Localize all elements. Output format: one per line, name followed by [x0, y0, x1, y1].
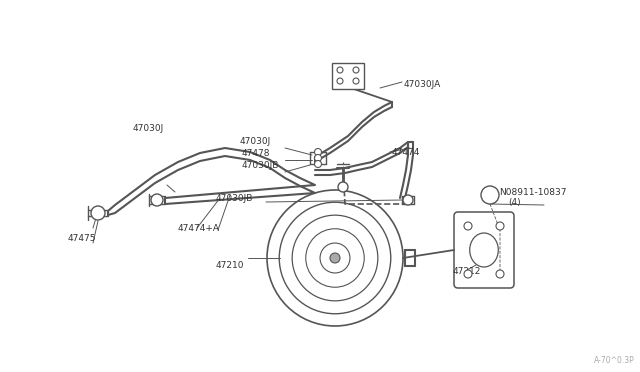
Circle shape: [292, 215, 378, 301]
Circle shape: [496, 222, 504, 230]
Circle shape: [464, 222, 472, 230]
Circle shape: [464, 270, 472, 278]
Circle shape: [314, 148, 321, 155]
Circle shape: [337, 78, 343, 84]
Text: 47030JB: 47030JB: [242, 160, 280, 170]
Text: A-70^0.3P: A-70^0.3P: [595, 356, 635, 365]
Circle shape: [337, 67, 343, 73]
FancyBboxPatch shape: [332, 63, 364, 89]
Text: 47212: 47212: [453, 267, 481, 276]
Text: 47030J: 47030J: [240, 137, 271, 145]
Text: 47030JA: 47030JA: [404, 80, 441, 89]
Ellipse shape: [470, 233, 499, 267]
Circle shape: [353, 67, 359, 73]
Text: 47474: 47474: [392, 148, 420, 157]
Text: (4): (4): [508, 198, 520, 206]
Text: 47030JB: 47030JB: [216, 193, 253, 202]
Circle shape: [91, 206, 105, 220]
Circle shape: [151, 194, 163, 206]
Circle shape: [496, 270, 504, 278]
Text: 47210: 47210: [216, 260, 244, 269]
Text: 47474+A: 47474+A: [178, 224, 220, 232]
Circle shape: [306, 229, 364, 287]
Circle shape: [403, 195, 413, 205]
Text: N08911-10837: N08911-10837: [499, 187, 566, 196]
Circle shape: [330, 253, 340, 263]
Text: 47478: 47478: [242, 148, 271, 157]
Circle shape: [267, 190, 403, 326]
Text: 47475: 47475: [68, 234, 97, 243]
Circle shape: [481, 186, 499, 204]
Circle shape: [320, 243, 350, 273]
Circle shape: [353, 78, 359, 84]
FancyBboxPatch shape: [454, 212, 514, 288]
Text: N: N: [486, 190, 493, 199]
Text: 47030J: 47030J: [133, 124, 164, 132]
Circle shape: [279, 202, 391, 314]
Circle shape: [314, 160, 321, 167]
Circle shape: [338, 182, 348, 192]
Circle shape: [314, 154, 321, 161]
